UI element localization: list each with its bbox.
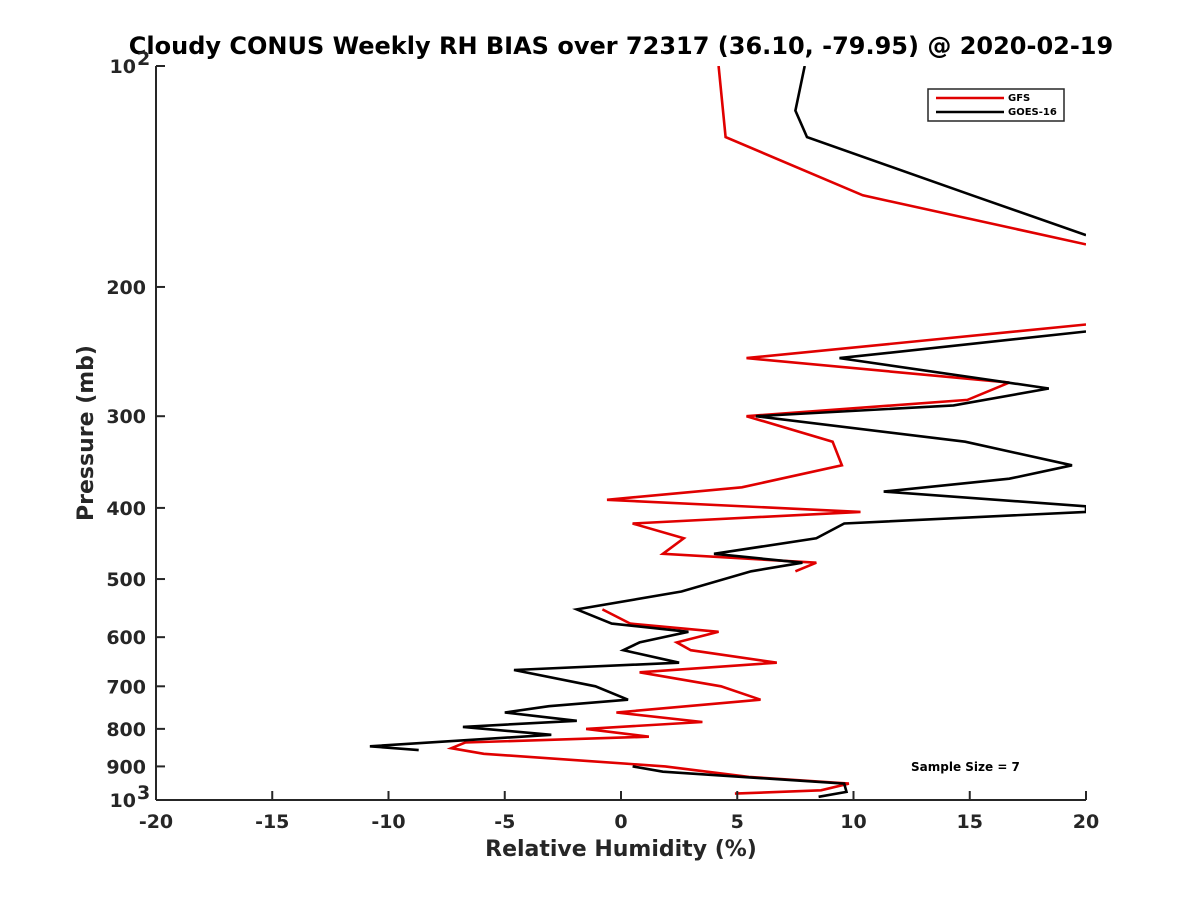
y-tick-exponent: 2 bbox=[137, 48, 150, 70]
y-tick-label: 400 bbox=[106, 498, 146, 520]
legend-label-gfs: GFS bbox=[1008, 93, 1030, 104]
y-tick-label: 500 bbox=[106, 569, 146, 591]
series-line-gfs bbox=[446, 66, 1086, 795]
x-tick-label: -20 bbox=[139, 811, 173, 833]
plot-area: -20 -15 -10 -5 0 5 10 15 20 10 220030040050060070… bbox=[106, 48, 1099, 833]
x-tick-label: 0 bbox=[614, 811, 627, 833]
sample-size-annotation: Sample Size = 7 bbox=[911, 760, 1020, 774]
x-ticks: -20 -15 -10 -5 0 5 10 15 20 bbox=[139, 791, 1099, 833]
y-tick-label: 10 bbox=[110, 790, 136, 812]
x-tick-label: 10 bbox=[840, 811, 866, 833]
chart-title: Cloudy CONUS Weekly RH BIAS over 72317 (… bbox=[129, 32, 1113, 60]
x-axis-label: Relative Humidity (%) bbox=[485, 837, 757, 862]
y-tick-label: 800 bbox=[106, 719, 146, 741]
y-tick-label: 600 bbox=[106, 627, 146, 649]
y-tick-label: 300 bbox=[106, 406, 146, 428]
series-line-goes16 bbox=[369, 66, 1086, 799]
y-tick-label: 700 bbox=[106, 676, 146, 698]
legend-box bbox=[927, 88, 1065, 122]
x-tick-label: -10 bbox=[371, 811, 405, 833]
y-tick-label: 200 bbox=[106, 277, 146, 299]
x-tick-label: 5 bbox=[731, 811, 744, 833]
x-tick-label: -5 bbox=[494, 811, 515, 833]
x-tick-label: -15 bbox=[255, 811, 289, 833]
x-tick-label: 15 bbox=[957, 811, 983, 833]
y-axis-label: Pressure (mb) bbox=[74, 345, 99, 521]
y-tick-label: 900 bbox=[106, 756, 146, 778]
legend-label-goes16: GOES-16 bbox=[1008, 107, 1057, 118]
series-layer bbox=[369, 66, 1086, 799]
y-tick-exponent: 3 bbox=[137, 782, 150, 804]
y-tick-label: 10 bbox=[110, 56, 136, 78]
x-tick-label: 20 bbox=[1073, 811, 1099, 833]
legend: GFS GOES-16 bbox=[927, 88, 1065, 122]
